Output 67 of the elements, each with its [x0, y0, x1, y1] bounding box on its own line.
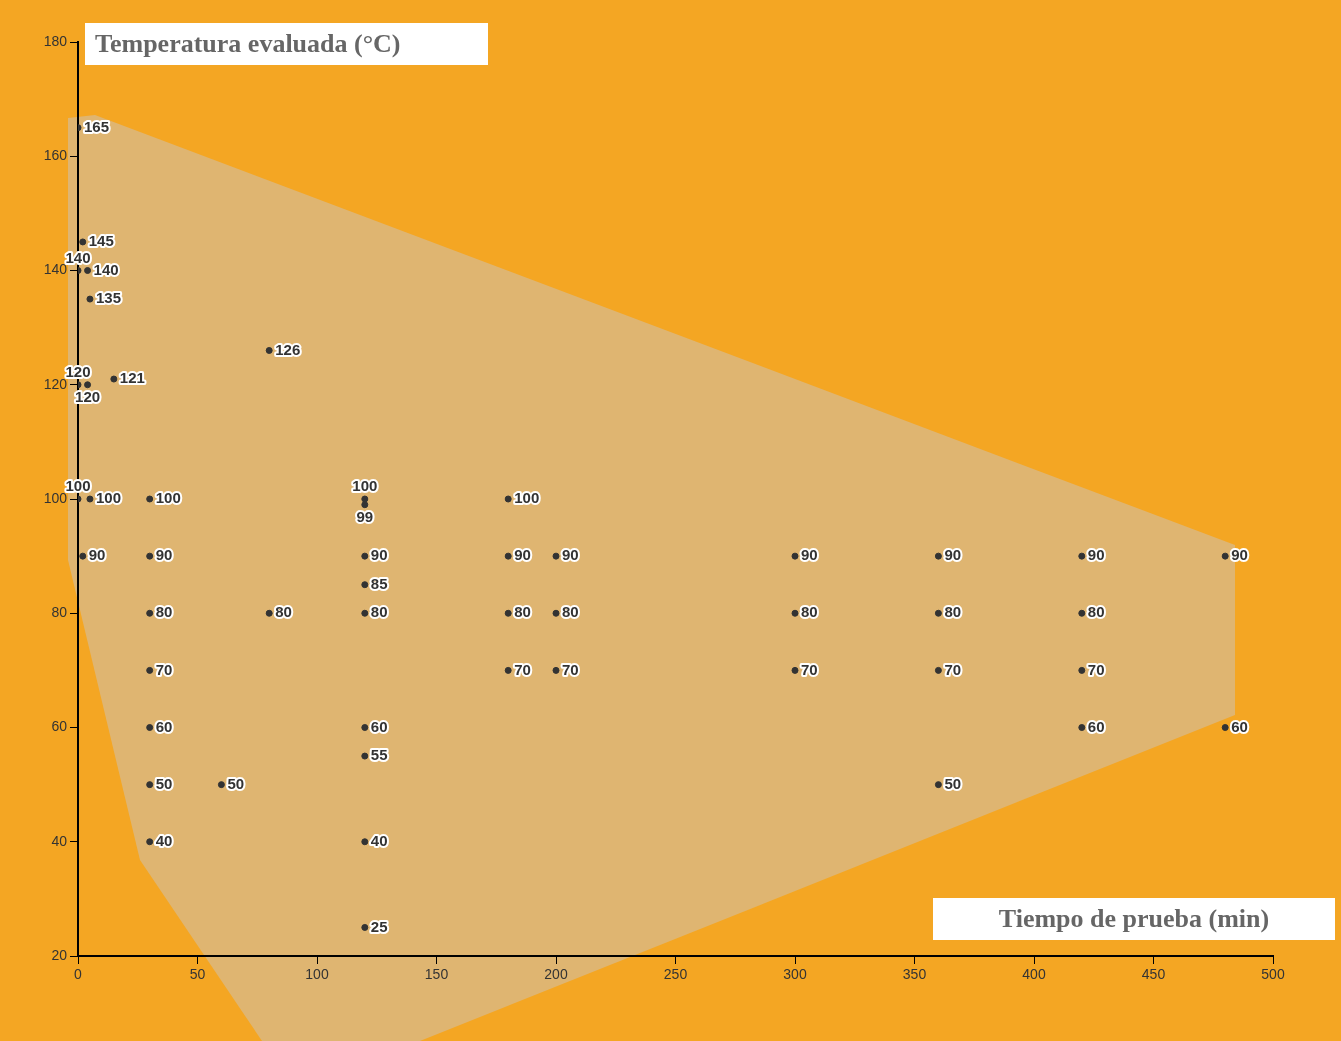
data-label: 70: [562, 660, 579, 678]
data-label: 80: [944, 603, 962, 621]
x-axis-title: Tiempo de prueba (min): [998, 904, 1270, 933]
data-label: 85: [370, 574, 388, 592]
data-label: 90: [155, 546, 173, 564]
data-label: 70: [155, 660, 173, 678]
data-label: 80: [1087, 603, 1105, 621]
data-label: 60: [370, 717, 388, 735]
data-label: 99: [356, 507, 374, 525]
data-label: 140: [93, 260, 119, 278]
data-label: 80: [275, 603, 292, 621]
data-label: 50: [944, 774, 962, 792]
data-label: 90: [1087, 546, 1105, 564]
data-label: 70: [514, 660, 531, 678]
x-tick-label: 500: [1261, 966, 1285, 983]
x-tick-label: 350: [902, 966, 927, 983]
data-label: 25: [370, 917, 388, 935]
data-label: 40: [155, 831, 173, 849]
data-label: 135: [95, 289, 121, 307]
x-tick-label: 450: [1141, 966, 1166, 983]
data-label: 80: [801, 603, 818, 621]
y-tick-label: 160: [43, 147, 68, 164]
label-box: Temperatura evaluada (°C): [85, 23, 488, 65]
data-label: 60: [1231, 717, 1248, 735]
x-tick-label: 250: [663, 966, 688, 983]
data-label: 90: [1231, 546, 1248, 564]
data-label: 90: [514, 546, 531, 564]
data-label: 50: [155, 774, 173, 792]
data-label: 100: [352, 477, 378, 495]
data-label: 90: [801, 546, 818, 564]
data-label: 80: [514, 603, 531, 621]
x-tick-label: 200: [544, 966, 568, 983]
y-tick-label: 40: [51, 832, 68, 849]
data-label: 121: [119, 369, 145, 387]
data-label: 80: [562, 603, 579, 621]
y-tick-label: 20: [51, 946, 68, 963]
data-label: 100: [95, 489, 121, 507]
x-tick-label: 300: [783, 966, 807, 983]
y-tick-label: 180: [43, 32, 68, 49]
data-label: 70: [944, 660, 962, 678]
data-label: 70: [801, 660, 818, 678]
data-label: 40: [370, 831, 388, 849]
data-label: 90: [88, 546, 106, 564]
data-label: 80: [370, 603, 388, 621]
y-tick-label: 60: [51, 718, 68, 735]
data-label: 50: [227, 774, 245, 792]
data-label: 145: [88, 232, 114, 250]
data-label: 90: [944, 546, 962, 564]
data-label: 60: [155, 717, 173, 735]
x-tick-label: 0: [74, 966, 83, 983]
x-tick-label: 50: [189, 966, 206, 983]
data-label: 60: [1087, 717, 1105, 735]
data-label: 55: [370, 746, 388, 764]
y-axis-title: Temperatura evaluada (°C): [95, 29, 401, 58]
x-tick-label: 150: [424, 966, 449, 983]
data-label: 100: [514, 489, 540, 507]
data-label: 100: [155, 489, 181, 507]
label-box: Tiempo de prueba (min): [933, 898, 1335, 940]
data-label: 126: [275, 340, 301, 358]
y-tick-label: 80: [51, 604, 68, 621]
data-label: 80: [155, 603, 173, 621]
data-label: 90: [562, 546, 579, 564]
x-tick-label: 400: [1022, 966, 1046, 983]
data-label: 90: [370, 546, 388, 564]
data-label: 70: [1087, 660, 1105, 678]
data-label: 165: [84, 117, 110, 135]
x-tick-label: 100: [305, 966, 329, 983]
